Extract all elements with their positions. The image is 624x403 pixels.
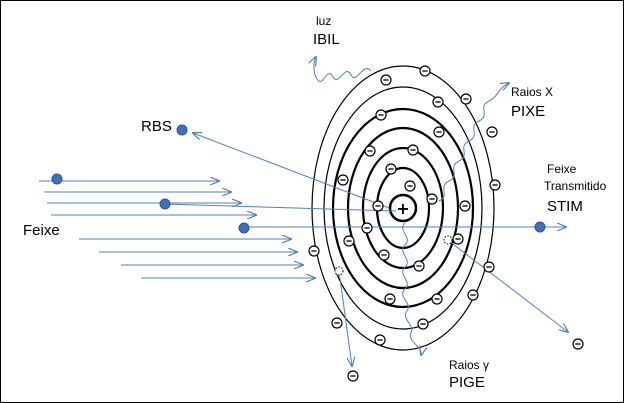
pige-label: PIGE: [449, 374, 485, 391]
electron: [375, 109, 387, 121]
electron: [431, 293, 443, 305]
feixe-label: Feixe: [23, 222, 60, 239]
electron: [308, 245, 320, 257]
electron: [337, 174, 349, 186]
electron: [407, 144, 419, 156]
vacancy: [334, 266, 344, 276]
stim-label: STIM: [547, 198, 583, 215]
electron: [378, 249, 390, 261]
incident-beam-arrows: [39, 181, 315, 278]
ibil-light-wave: [314, 57, 372, 82]
feixe-transmitido-label-1: Feixe: [547, 162, 577, 176]
electron: [364, 145, 376, 157]
electron: [361, 222, 373, 234]
electron: [572, 338, 584, 350]
rbs-backscatter-path: [193, 133, 390, 209]
electron: [331, 317, 343, 329]
ejected-electron-path-right: [448, 240, 568, 332]
photon-emissions: [314, 57, 509, 355]
electron: [374, 334, 386, 346]
electron: [384, 293, 396, 305]
incident-particle-stim: [238, 222, 250, 234]
electrons: [308, 65, 584, 382]
incident-particle-rbs: [159, 198, 171, 210]
orbit-5: [323, 86, 483, 330]
electron: [417, 318, 429, 330]
raios-x-label: Raios X: [511, 85, 554, 99]
electron: [489, 179, 501, 191]
electron: [467, 289, 479, 301]
electron: [486, 126, 498, 138]
raios-gama-label: Raios γ: [449, 358, 490, 372]
orbit-2: [361, 146, 445, 270]
vacancy: [443, 235, 453, 245]
electron: [385, 163, 397, 175]
electron: [483, 261, 495, 273]
rbs-incoming-path: [163, 203, 397, 212]
rbs-backscattered-particle: [176, 124, 188, 136]
electron: [426, 193, 438, 205]
stim-transmitted-particle: [534, 221, 546, 233]
electron: [413, 260, 425, 272]
luz-label: luz: [316, 14, 332, 28]
rbs-label: RBS: [141, 118, 172, 135]
nucleus: +: [388, 193, 418, 223]
electron: [380, 74, 392, 86]
particle-paths: [163, 133, 568, 366]
feixe-transmitido-label-2: Transmitido: [544, 179, 607, 193]
ejected-electron-path-bottom: [338, 270, 352, 366]
electron: [347, 370, 359, 382]
electron: [419, 65, 431, 77]
incident-particle: [51, 173, 63, 185]
electron: [459, 200, 471, 212]
electron: [343, 235, 355, 247]
electron: [433, 126, 445, 138]
nucleus-symbol: +: [396, 199, 409, 218]
pixe-xray-wave: [438, 83, 509, 202]
electron: [432, 96, 444, 108]
electron: [452, 233, 464, 245]
electron: [404, 180, 416, 192]
orbit-4: [331, 107, 475, 309]
beam-particles: [51, 124, 546, 234]
electron-vacancies: [334, 235, 453, 276]
electron: [372, 200, 384, 212]
ibil-label: IBIL: [313, 31, 340, 48]
pige-gamma-wave: [402, 222, 421, 355]
pixe-label: PIXE: [511, 103, 546, 120]
orbit-3: [346, 126, 460, 290]
electron: [460, 93, 472, 105]
